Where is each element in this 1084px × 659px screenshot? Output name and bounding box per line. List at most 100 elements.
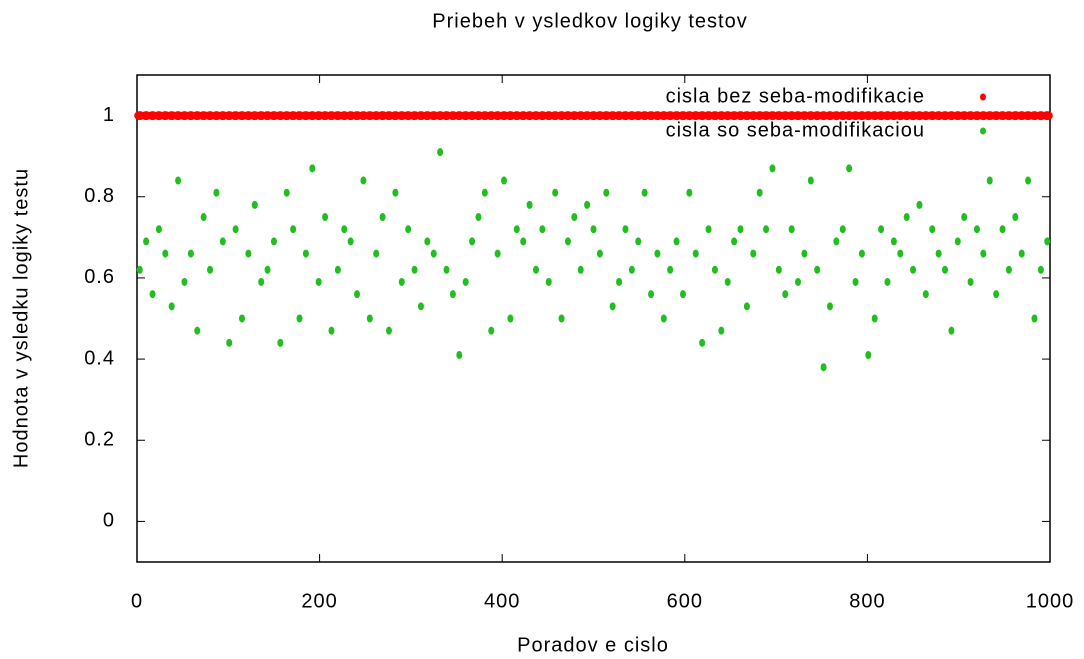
- x-tick-label: 1000: [1026, 590, 1075, 612]
- point: [890, 237, 897, 246]
- point: [1037, 265, 1044, 274]
- point: [296, 314, 303, 323]
- y-tick-label: 0.6: [84, 266, 115, 288]
- point: [782, 290, 789, 299]
- point: [558, 314, 565, 323]
- point: [513, 225, 520, 234]
- plot-frame: [136, 74, 1051, 563]
- point: [360, 176, 367, 185]
- point: [839, 225, 846, 234]
- point: [302, 249, 309, 258]
- point: [347, 237, 354, 246]
- point: [277, 338, 284, 347]
- point: [354, 290, 361, 299]
- point: [865, 351, 872, 360]
- point: [775, 265, 782, 274]
- point: [328, 326, 335, 335]
- point: [571, 213, 578, 222]
- point: [194, 326, 201, 335]
- point: [1031, 314, 1038, 323]
- point: [980, 249, 987, 258]
- y-tick-label: 0.8: [84, 185, 115, 207]
- point: [878, 225, 885, 234]
- point: [187, 249, 194, 258]
- point: [373, 249, 380, 258]
- point: [1044, 237, 1051, 246]
- point: [430, 249, 437, 258]
- legend-marker: [980, 93, 986, 101]
- point: [564, 237, 571, 246]
- point: [1012, 213, 1019, 222]
- point: [622, 225, 629, 234]
- point: [763, 225, 770, 234]
- point: [507, 314, 514, 323]
- point: [501, 176, 508, 185]
- x-tick-label: 0: [131, 590, 143, 612]
- point: [488, 326, 495, 335]
- point: [226, 338, 233, 347]
- point: [494, 249, 501, 258]
- y-tick-label: 0: [103, 510, 115, 532]
- point: [692, 249, 699, 258]
- point: [417, 302, 424, 311]
- point: [858, 249, 865, 258]
- point: [424, 237, 431, 246]
- point: [251, 200, 258, 209]
- point: [238, 314, 245, 323]
- point: [884, 277, 891, 286]
- point: [814, 265, 821, 274]
- point: [795, 277, 802, 286]
- point: [999, 225, 1006, 234]
- point: [596, 249, 603, 258]
- point: [660, 314, 667, 323]
- point: [807, 176, 814, 185]
- y-tick-label: 1: [103, 104, 115, 126]
- point: [456, 351, 463, 360]
- point: [411, 265, 418, 274]
- point: [737, 225, 744, 234]
- x-tick-label: 600: [667, 590, 703, 612]
- y-tick-label: 0.4: [84, 347, 115, 369]
- point: [175, 176, 182, 185]
- point: [1005, 265, 1012, 274]
- point: [545, 277, 552, 286]
- point: [967, 277, 974, 286]
- point: [929, 225, 936, 234]
- point: [801, 249, 808, 258]
- point: [667, 265, 674, 274]
- point: [935, 249, 942, 258]
- point: [469, 237, 476, 246]
- point: [897, 249, 904, 258]
- legend-label: cisla bez seba-modifikacie: [666, 85, 925, 107]
- point: [1018, 249, 1025, 258]
- point: [437, 148, 444, 157]
- point: [283, 188, 290, 197]
- point: [986, 176, 993, 185]
- legend-marker: [980, 127, 986, 135]
- point: [654, 249, 661, 258]
- point: [635, 237, 642, 246]
- point: [379, 213, 386, 222]
- point: [743, 302, 750, 311]
- point: [820, 363, 827, 372]
- point: [628, 265, 635, 274]
- point: [552, 188, 559, 197]
- point: [309, 164, 316, 173]
- point: [200, 213, 207, 222]
- point: [366, 314, 373, 323]
- point: [155, 225, 162, 234]
- point: [679, 290, 686, 299]
- point: [673, 237, 680, 246]
- y-axis-label: Hodnota v ysledku logiky testu: [10, 168, 32, 468]
- point: [993, 290, 1000, 299]
- legend-label: cisla so seba-modifikaciou: [666, 119, 925, 141]
- point: [788, 225, 795, 234]
- point: [750, 249, 757, 258]
- point: [385, 326, 392, 335]
- point: [334, 265, 341, 274]
- point: [290, 225, 297, 234]
- point: [526, 200, 533, 209]
- point: [705, 225, 712, 234]
- point: [724, 277, 731, 286]
